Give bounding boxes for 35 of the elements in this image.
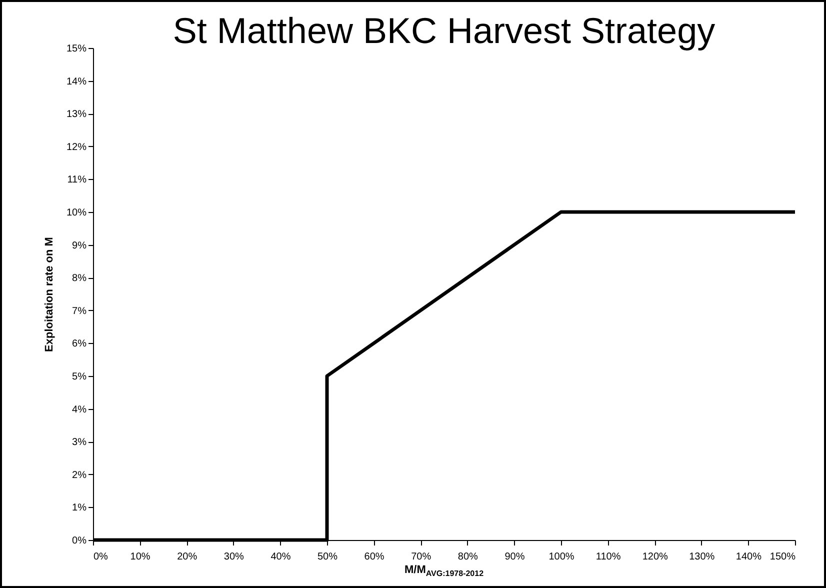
x-tick-label: 110% [596, 552, 621, 562]
x-tick-label: 20% [177, 552, 198, 562]
x-tick-label: 60% [364, 552, 384, 562]
x-tick-label: 0% [94, 552, 108, 562]
x-tick-label: 50% [317, 552, 338, 562]
x-tick-label: 80% [458, 552, 478, 562]
y-tick-label: 14% [66, 76, 87, 88]
y-tick-label: 3% [72, 437, 87, 448]
x-tick-label: 130% [689, 552, 715, 562]
x-tick-label: 70% [411, 552, 432, 562]
y-tick-label: 15% [66, 44, 87, 54]
x-tick-label: 100% [548, 552, 574, 562]
y-tick-label: 2% [72, 470, 87, 481]
y-axis-title: Exploitation rate on M [43, 237, 56, 352]
x-tick-label: 120% [642, 552, 668, 562]
y-tick-label: 4% [72, 404, 87, 416]
y-tick-label: 0% [72, 536, 87, 546]
chart-title: St Matthew BKC Harvest Strategy [172, 10, 716, 52]
y-tick-label: 7% [72, 306, 87, 317]
y-tick-label: 1% [72, 502, 87, 514]
x-axis-title: M/M$_{AVG:1978-2012}$ [403, 564, 485, 580]
y-tick-label: 8% [72, 273, 87, 284]
y-tick-label: 6% [72, 338, 87, 350]
y-tick-label: 11% [67, 174, 87, 186]
y-tick-label: 12% [66, 142, 87, 153]
x-tick-label: 40% [270, 552, 291, 562]
y-tick-label: 13% [66, 109, 87, 120]
y-tick-label: 10% [66, 208, 87, 218]
x-tick-label: 90% [504, 552, 525, 562]
x-tick-label: 10% [130, 552, 150, 562]
x-tick-label: 30% [224, 552, 244, 562]
y-tick-label: 5% [72, 372, 87, 382]
y-tick-label: 9% [72, 240, 87, 252]
x-tick-label: 140% [736, 552, 762, 562]
x-tick-label: 150% [770, 552, 796, 562]
